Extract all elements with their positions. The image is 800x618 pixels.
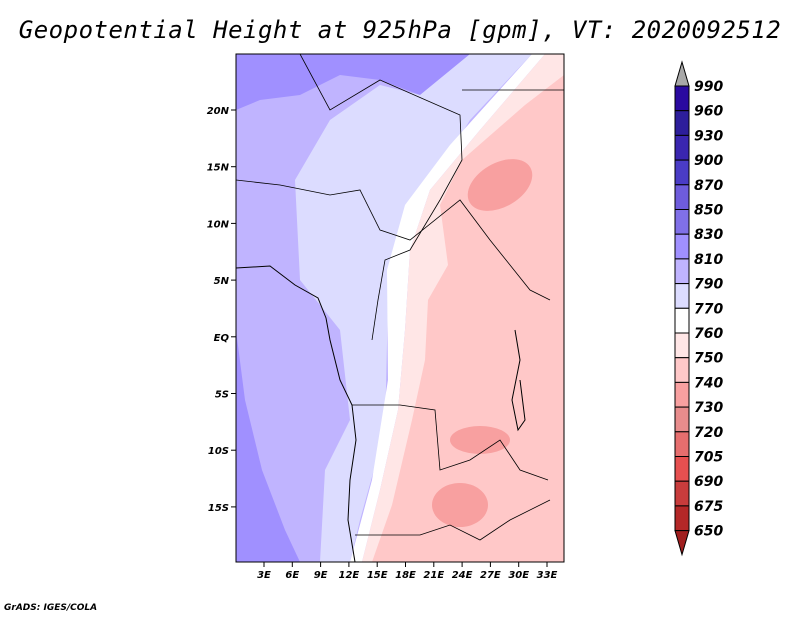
- coastline: [236, 265, 357, 562]
- colorbar-label: 705: [694, 450, 723, 466]
- lon-label: 15E: [367, 570, 388, 581]
- colorbar-label: 740: [694, 375, 723, 391]
- lat-label: 20N: [207, 106, 230, 117]
- country-border: [352, 404, 549, 481]
- colorbar-label: 770: [694, 301, 723, 317]
- colorbar-swatch: [674, 233, 690, 260]
- lon-label: 30E: [508, 570, 529, 581]
- lat-label: 5S: [215, 390, 229, 401]
- colorbar-label: 850: [694, 203, 723, 219]
- colorbar-swatch: [674, 258, 690, 285]
- lon-label: 21E: [423, 570, 444, 581]
- colorbar-swatch: [674, 406, 690, 433]
- lon-label: 9E: [314, 570, 328, 581]
- lat-label: EQ: [214, 333, 230, 344]
- lat-label: 5N: [214, 276, 230, 287]
- colorbar-bottom-arrow: [674, 530, 690, 557]
- colorbar-label: 830: [694, 227, 723, 243]
- grads-credit: GrADS: IGES/COLA: [4, 603, 98, 613]
- lon-label: 27E: [480, 570, 501, 581]
- height-field: [236, 54, 564, 562]
- colorbar-label: 760: [694, 326, 723, 342]
- country-border: [299, 54, 463, 341]
- lat-label: 15N: [207, 163, 230, 174]
- colorbar-label: 730: [694, 400, 723, 416]
- lat-label: 10N: [207, 219, 230, 230]
- field-730-740-congo: [450, 426, 510, 454]
- lake-victoria-border: [511, 329, 526, 432]
- field-730-740-sudan: [467, 159, 533, 211]
- country-border: [236, 179, 551, 301]
- colorbar-label: 720: [694, 425, 723, 441]
- lon-label: 33E: [537, 570, 558, 581]
- colorbar-swatch: [674, 307, 690, 334]
- colorbar-swatch: [674, 505, 690, 532]
- colorbar-swatch: [674, 209, 690, 235]
- colorbar-swatch: [674, 431, 690, 457]
- lon-label: 18E: [395, 570, 416, 581]
- longitude-labels: 3E 6E 9E 12E 15E 18E 21E 24E 27E 30E 33E: [257, 562, 558, 581]
- colorbar-label: 790: [694, 277, 723, 293]
- colorbar-swatch: [674, 134, 690, 161]
- colorbar-label: 930: [694, 128, 723, 144]
- colorbar-label: 900: [694, 153, 723, 169]
- colorbar-swatch: [674, 332, 690, 359]
- colorbar-swatch: [674, 357, 690, 383]
- lon-label: 3E: [257, 570, 271, 581]
- field-760-770: [350, 54, 545, 562]
- colorbar-swatch: [674, 159, 690, 186]
- colorbar-label: 990: [694, 79, 723, 95]
- colorbar-swatch: [674, 184, 690, 211]
- map-title: Geopotential Height at 925hPa [gpm], VT:…: [18, 16, 782, 44]
- field-770-790: [295, 54, 532, 562]
- lat-label: 10S: [208, 446, 229, 457]
- colorbar-label: 675: [694, 499, 723, 515]
- lat-label: 15S: [208, 503, 229, 514]
- colorbar-label: 690: [694, 474, 723, 490]
- colorbar: 990 960 930 900 870 850 830 810 790 770 760 750 740 7…: [674, 60, 723, 557]
- lon-label: 24E: [452, 570, 473, 581]
- field-730-740-zambia: [432, 483, 488, 527]
- colorbar-label: 870: [694, 178, 723, 194]
- colorbar-top-arrow: [674, 60, 690, 87]
- colorbar-swatch: [674, 381, 690, 408]
- colorbar-swatch: [674, 110, 690, 136]
- colorbar-swatch: [674, 456, 690, 482]
- lon-label: 12E: [339, 570, 360, 581]
- map-frame: [235, 53, 565, 563]
- latitude-labels: 20N 15N 10N 5N EQ 5S 10S 15S: [207, 106, 236, 514]
- country-border: [355, 499, 551, 541]
- field-810-830-southwest: [236, 330, 300, 562]
- colorbar-swatch: [674, 480, 690, 507]
- colorbar-swatch: [674, 85, 690, 112]
- field-810-830-north: [236, 54, 470, 110]
- colorbar-swatch: [674, 283, 690, 309]
- colorbar-label: 650: [694, 524, 723, 540]
- colorbar-label: 750: [694, 351, 723, 367]
- colorbar-label: 960: [694, 104, 723, 120]
- lon-label: 6E: [285, 570, 299, 581]
- colorbar-label: 810: [694, 252, 723, 268]
